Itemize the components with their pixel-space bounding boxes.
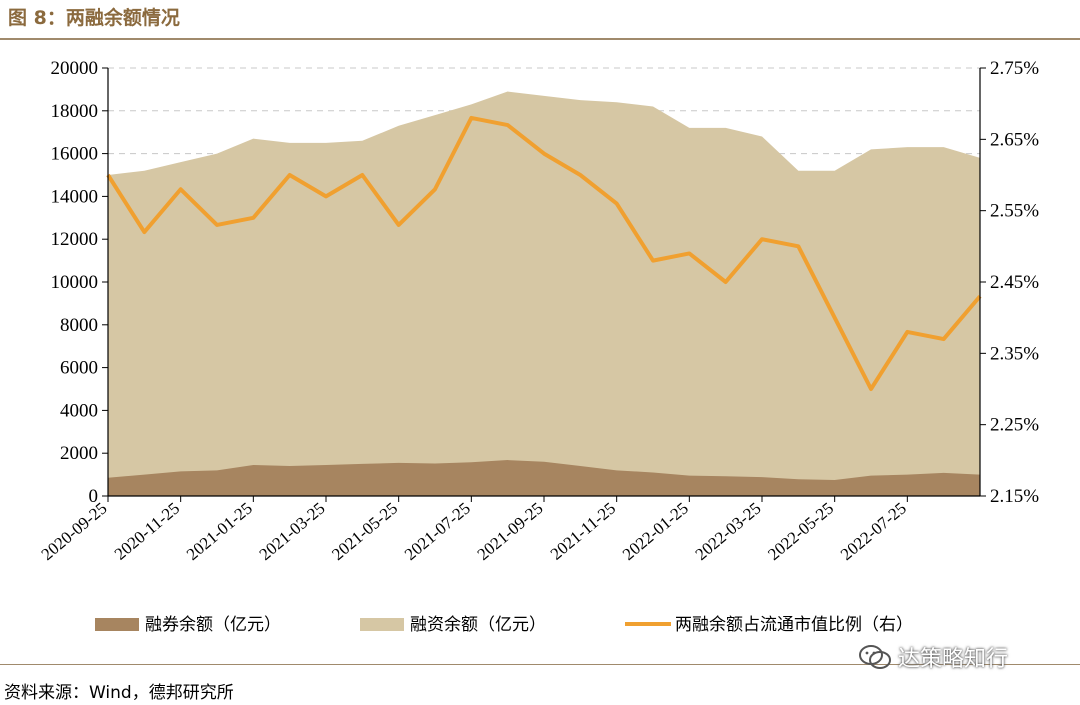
left-tick-label: 0	[89, 486, 99, 507]
x-tick-label: 2021-11-25	[547, 499, 620, 564]
legend-label: 融券余额（亿元）	[145, 615, 281, 635]
right-tick-label: 2.75%	[990, 58, 1039, 79]
financing-balance-area	[108, 91, 980, 496]
x-tick-label: 2021-01-25	[183, 499, 256, 565]
right-tick-label: 2.55%	[990, 201, 1039, 222]
x-tick-label: 2020-09-25	[38, 499, 111, 565]
legend-label: 两融余额占流通市值比例（右）	[675, 615, 913, 635]
left-tick-label: 18000	[51, 101, 99, 122]
x-tick-label: 2021-05-25	[328, 499, 401, 565]
wechat-icon	[859, 645, 891, 669]
x-tick-label: 2022-01-25	[619, 499, 692, 565]
x-tick-label: 2021-07-25	[401, 499, 474, 565]
area-series	[108, 91, 980, 496]
x-tick-label: 2022-05-25	[764, 499, 837, 565]
title-rule	[0, 38, 1080, 40]
chart-canvas: 0 2000 4000 6000 8000 10000 12000 14000 16000 180…	[38, 58, 1040, 635]
line-series	[106, 115, 982, 391]
left-tick-label: 10000	[51, 272, 99, 293]
right-axis-ticks: 2.15% 2.25% 2.35% 2.45% 2.55% 2.65% 2.75%	[980, 58, 1039, 507]
left-tick-label: 14000	[51, 186, 99, 207]
chart-title: 图 8：两融余额情况	[8, 7, 180, 29]
left-tick-label: 8000	[60, 315, 98, 336]
right-tick-label: 2.65%	[990, 129, 1039, 150]
source-note: 资料来源：Wind，德邦研究所	[4, 683, 234, 703]
right-tick-label: 2.45%	[990, 272, 1039, 293]
right-tick-label: 2.15%	[990, 486, 1039, 507]
legend-label: 融资余额（亿元）	[410, 615, 546, 635]
legend: 融券余额（亿元） 融资余额（亿元） 两融余额占流通市值比例（右）	[95, 615, 913, 635]
footer-rule	[0, 664, 1080, 665]
left-tick-label: 20000	[51, 58, 99, 79]
right-tick-label: 2.25%	[990, 415, 1039, 436]
legend-swatch	[95, 618, 139, 631]
x-tick-label: 2021-03-25	[256, 499, 329, 565]
left-tick-label: 4000	[60, 400, 98, 421]
securities-lending-area	[108, 460, 980, 496]
x-tick-label: 2022-03-25	[692, 499, 765, 565]
x-tick-label: 2022-07-25	[837, 499, 910, 565]
x-tick-label: 2021-09-25	[474, 499, 547, 565]
legend-swatch	[360, 618, 404, 631]
right-tick-label: 2.35%	[990, 343, 1039, 364]
x-tick-label: 2020-11-25	[111, 499, 184, 564]
watermark: 达策略知行	[858, 641, 1008, 673]
margin-ratio-line	[106, 115, 982, 391]
left-tick-label: 2000	[60, 443, 98, 464]
left-tick-label: 12000	[51, 229, 99, 250]
watermark-text: 达策略知行	[898, 647, 1009, 672]
left-axis-ticks: 0 2000 4000 6000 8000 10000 12000 14000 16000 180…	[51, 58, 108, 507]
left-tick-label: 6000	[60, 358, 98, 379]
left-tick-label: 16000	[51, 144, 99, 165]
x-axis-ticks: 2020-09-25 2020-11-25 2021-01-25 2021-03-25…	[38, 496, 910, 564]
